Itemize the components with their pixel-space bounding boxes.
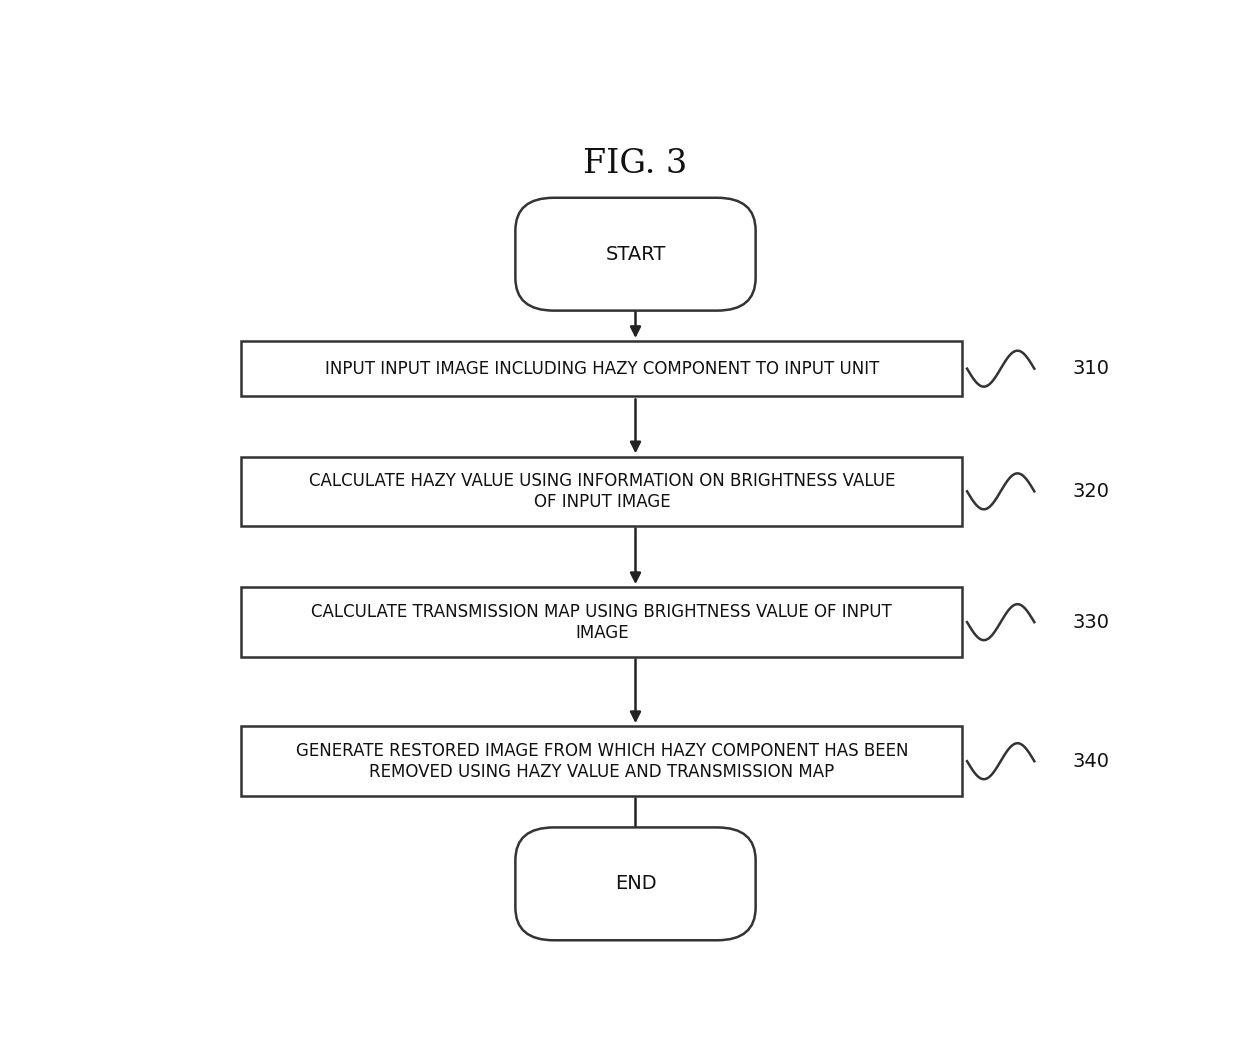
Text: FIG. 3: FIG. 3 — [583, 149, 688, 181]
Text: END: END — [615, 874, 656, 893]
FancyBboxPatch shape — [242, 587, 962, 657]
Text: CALCULATE TRANSMISSION MAP USING BRIGHTNESS VALUE OF INPUT
IMAGE: CALCULATE TRANSMISSION MAP USING BRIGHTN… — [311, 603, 893, 641]
Text: 310: 310 — [1073, 359, 1110, 378]
Text: 340: 340 — [1073, 752, 1110, 771]
Text: CALCULATE HAZY VALUE USING INFORMATION ON BRIGHTNESS VALUE
OF INPUT IMAGE: CALCULATE HAZY VALUE USING INFORMATION O… — [309, 472, 895, 511]
Text: GENERATE RESTORED IMAGE FROM WHICH HAZY COMPONENT HAS BEEN
REMOVED USING HAZY VA: GENERATE RESTORED IMAGE FROM WHICH HAZY … — [295, 741, 908, 781]
Text: 320: 320 — [1073, 482, 1110, 501]
FancyBboxPatch shape — [242, 726, 962, 795]
Text: INPUT INPUT IMAGE INCLUDING HAZY COMPONENT TO INPUT UNIT: INPUT INPUT IMAGE INCLUDING HAZY COMPONE… — [325, 360, 879, 378]
Text: START: START — [605, 244, 666, 263]
FancyBboxPatch shape — [242, 457, 962, 526]
Text: 330: 330 — [1073, 613, 1110, 632]
FancyBboxPatch shape — [242, 341, 962, 396]
FancyBboxPatch shape — [516, 827, 755, 940]
FancyBboxPatch shape — [516, 198, 755, 310]
